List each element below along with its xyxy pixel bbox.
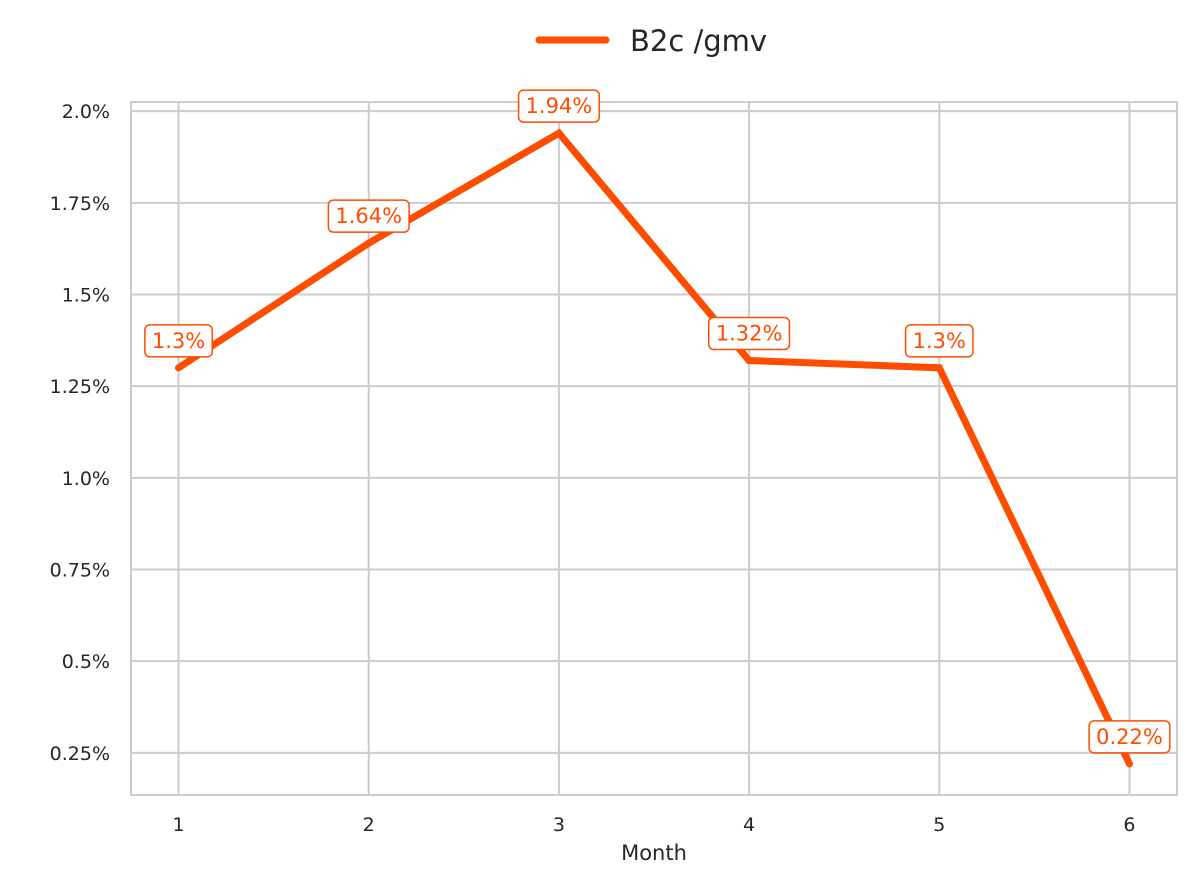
data-label: 0.22% bbox=[1088, 720, 1171, 754]
data-labels-layer: 1.3% 1.64% 1.94% 1.32% 1.3% 0.22% bbox=[144, 89, 1171, 754]
series-layer bbox=[175, 128, 1133, 768]
data-label-text: 0.22% bbox=[1096, 725, 1163, 749]
y-tick-label: 1.75% bbox=[50, 193, 110, 215]
data-point bbox=[935, 364, 943, 372]
data-point bbox=[365, 239, 373, 247]
data-point bbox=[175, 364, 183, 372]
y-tick-label: 0.75% bbox=[50, 560, 110, 582]
data-point bbox=[745, 357, 753, 364]
legend-label: B2c /gmv bbox=[630, 24, 767, 58]
data-label: 1.64% bbox=[327, 199, 410, 233]
x-tick-label: 6 bbox=[1123, 814, 1135, 836]
data-label: 1.94% bbox=[517, 89, 601, 123]
y-tick-label: 1.5% bbox=[62, 285, 110, 307]
x-tick-label: 5 bbox=[933, 814, 945, 836]
data-label-text: 1.3% bbox=[913, 329, 966, 353]
data-label-text: 1.32% bbox=[716, 322, 783, 346]
x-axis: 1 2 3 4 5 6 bbox=[172, 814, 1135, 836]
y-tick-label: 1.25% bbox=[50, 376, 110, 398]
plot-frame bbox=[130, 101, 1178, 796]
data-label-box bbox=[517, 89, 601, 123]
x-axis-title: Month bbox=[621, 841, 687, 865]
data-label-text: 1.64% bbox=[335, 204, 402, 228]
data-label-box bbox=[904, 324, 974, 358]
x-tick-label: 3 bbox=[553, 814, 565, 836]
data-label: 1.32% bbox=[707, 316, 791, 351]
x-tick-label: 4 bbox=[743, 814, 755, 836]
x-tick-label: 1 bbox=[172, 814, 184, 836]
series-line bbox=[175, 128, 1133, 768]
y-tick-label: 2.0% bbox=[62, 101, 110, 123]
x-tick-label: 2 bbox=[363, 814, 375, 836]
y-tick-label: 1.0% bbox=[62, 468, 110, 490]
y-axis: 0.25% 0.5% 0.75% 1.0% 1.25% 1.5% 1.75% 2.0% bbox=[50, 101, 110, 765]
legend: B2c /gmv bbox=[535, 24, 767, 58]
data-point bbox=[1125, 760, 1133, 768]
data-label: 1.3% bbox=[144, 324, 213, 358]
data-label-box bbox=[1088, 720, 1171, 754]
data-label-text: 1.94% bbox=[526, 94, 593, 118]
data-label: 1.3% bbox=[904, 324, 974, 358]
data-label-box bbox=[707, 316, 791, 351]
y-tick-label: 0.5% bbox=[62, 651, 110, 673]
data-label-text: 1.3% bbox=[152, 329, 205, 353]
data-point bbox=[555, 129, 563, 137]
data-label-box bbox=[327, 199, 410, 233]
grid-layer bbox=[131, 102, 1177, 795]
y-tick-label: 0.25% bbox=[50, 743, 110, 765]
data-label-box bbox=[144, 324, 213, 358]
